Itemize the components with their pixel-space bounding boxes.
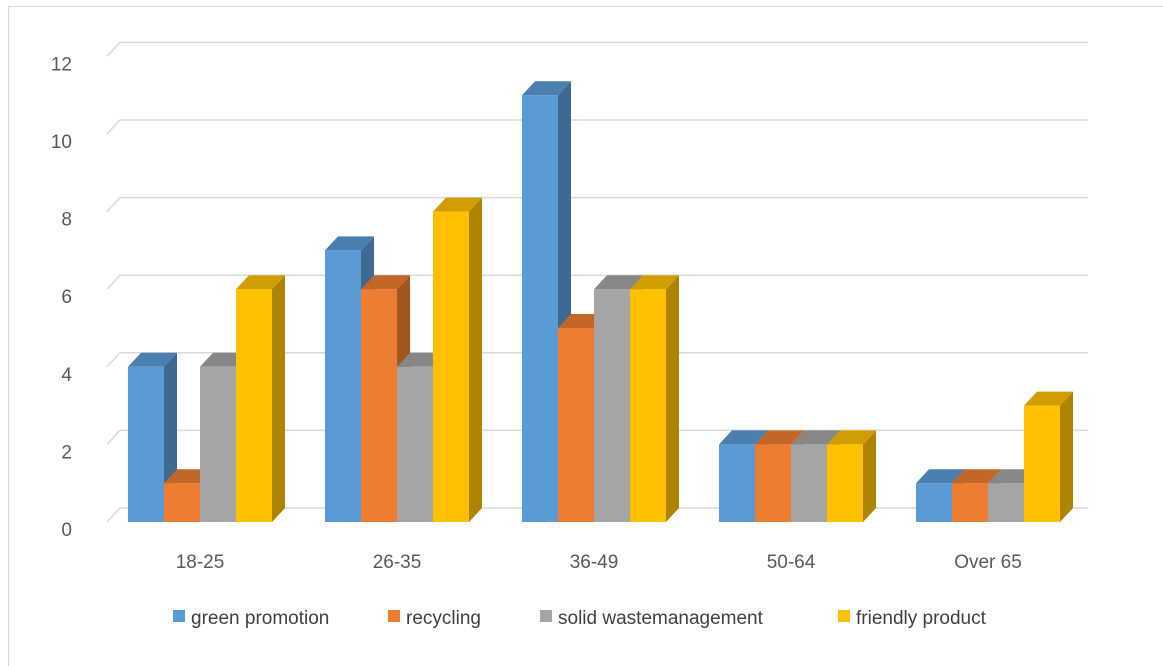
bar-top — [791, 430, 840, 445]
legend-swatch — [838, 610, 850, 622]
bar[interactable] — [325, 250, 361, 522]
bar[interactable] — [952, 483, 988, 522]
legend-label: recycling — [406, 608, 481, 629]
bar-top — [952, 469, 1001, 484]
y-tick-label: 8 — [61, 210, 72, 231]
bar[interactable] — [236, 289, 272, 522]
bar-top — [361, 275, 410, 290]
x-tick-label: 36-49 — [570, 552, 619, 573]
bar[interactable] — [916, 483, 952, 522]
bar[interactable] — [200, 366, 236, 522]
gridline — [106, 119, 1088, 135]
chart-frame — [8, 6, 1163, 666]
bar[interactable] — [433, 211, 469, 522]
bar-top — [1024, 391, 1073, 406]
bar[interactable] — [128, 366, 164, 522]
x-tick-label: 18-25 — [176, 552, 225, 573]
bar[interactable] — [827, 444, 863, 522]
gridline — [106, 196, 1088, 213]
bar-side — [469, 197, 482, 522]
bar-top — [236, 275, 285, 290]
y-tick-label: 12 — [51, 54, 72, 75]
bar-side — [666, 275, 679, 522]
y-tick-label: 6 — [61, 287, 72, 308]
y-tick-label: 10 — [51, 132, 72, 153]
bar-top — [128, 352, 177, 367]
gridline — [106, 274, 1088, 290]
legend-label: green promotion — [191, 608, 329, 629]
bar[interactable] — [397, 366, 433, 522]
bar[interactable] — [719, 444, 755, 522]
y-tick-label: 0 — [61, 520, 72, 541]
bar[interactable] — [164, 483, 200, 522]
bar-top — [433, 197, 482, 212]
bar[interactable] — [594, 289, 630, 522]
gridline — [106, 41, 1088, 57]
bar-top — [522, 81, 571, 96]
bar-top — [719, 430, 768, 445]
bar-side — [272, 275, 285, 522]
x-tick-label: Over 65 — [954, 552, 1022, 573]
legend-label: solid wastemanagement — [558, 608, 764, 629]
bar-top — [594, 275, 643, 290]
bar-top — [325, 236, 374, 251]
gridline — [106, 352, 1088, 368]
bar-top — [916, 469, 965, 484]
bar[interactable] — [755, 444, 791, 522]
bar-top — [755, 430, 804, 445]
legend-label: friendly product — [856, 608, 987, 629]
bar[interactable] — [988, 483, 1024, 522]
y-tick-label: 2 — [61, 442, 72, 463]
bar-top — [827, 430, 876, 445]
x-tick-label: 50-64 — [767, 552, 816, 573]
bar-top — [630, 275, 679, 290]
y-tick-label: 4 — [61, 365, 72, 386]
bar[interactable] — [522, 95, 558, 522]
legend-swatch — [388, 610, 400, 622]
bar[interactable] — [630, 289, 666, 522]
legend-swatch — [173, 610, 185, 622]
bar[interactable] — [791, 444, 827, 522]
bar[interactable] — [361, 289, 397, 522]
legend-swatch — [540, 610, 552, 622]
bar-side — [863, 430, 876, 522]
x-tick-label: 26-35 — [373, 552, 422, 573]
bar-side — [1060, 391, 1073, 522]
bar[interactable] — [558, 328, 594, 522]
bar[interactable] — [1024, 405, 1060, 522]
